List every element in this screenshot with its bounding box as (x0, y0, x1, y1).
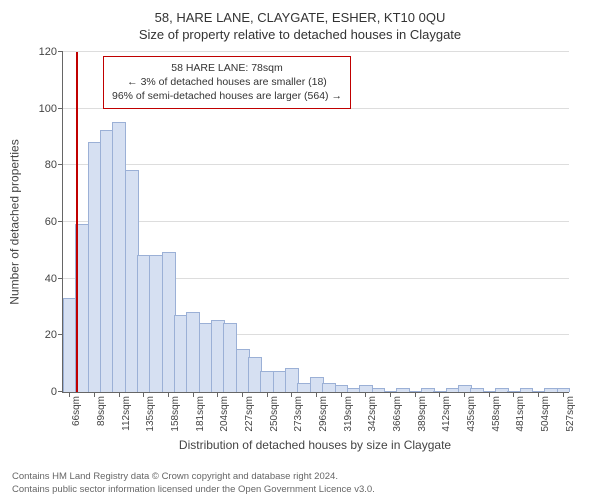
xtick-label: 412sqm (441, 396, 452, 432)
xtick-mark (119, 392, 120, 397)
info-box-line1: 58 HARE LANE: 78sqm (112, 61, 342, 75)
ytick-mark (58, 278, 63, 279)
xtick-label: 135sqm (145, 396, 156, 432)
xtick-label: 389sqm (417, 396, 428, 432)
xtick-mark (563, 392, 564, 397)
xtick-mark (193, 392, 194, 397)
xtick-label: 204sqm (219, 396, 230, 432)
ytick-label: 80 (45, 159, 57, 171)
reference-line (76, 52, 78, 392)
ytick-label: 60 (45, 216, 57, 228)
ytick-label: 40 (45, 273, 57, 285)
xtick-label: 181sqm (195, 396, 206, 432)
ytick-mark (58, 164, 63, 165)
ytick-mark (58, 108, 63, 109)
xtick-mark (242, 392, 243, 397)
xtick-mark (168, 392, 169, 397)
chart-title-line1: 58, HARE LANE, CLAYGATE, ESHER, KT10 0QU (12, 10, 588, 25)
grid-line (63, 164, 569, 165)
xtick-label: 366sqm (392, 396, 403, 432)
xtick-mark (267, 392, 268, 397)
ytick-label: 0 (51, 386, 57, 398)
attribution-line2: Contains public sector information licen… (12, 484, 375, 496)
xtick-mark (94, 392, 95, 397)
info-box-line2: ← 3% of detached houses are smaller (18) (112, 75, 342, 89)
attribution-line1: Contains HM Land Registry data © Crown c… (12, 471, 375, 483)
xtick-label: 504sqm (540, 396, 551, 432)
xtick-mark (341, 392, 342, 397)
xtick-label: 227sqm (244, 396, 255, 432)
xtick-label: 158sqm (170, 396, 181, 432)
xtick-mark (69, 392, 70, 397)
xtick-label: 89sqm (96, 396, 107, 426)
xtick-mark (464, 392, 465, 397)
grid-line (63, 221, 569, 222)
ytick-label: 120 (39, 46, 57, 58)
ytick-label: 100 (39, 103, 57, 115)
y-axis-label: Number of detached properties (6, 52, 24, 392)
xtick-label: 481sqm (515, 396, 526, 432)
xtick-label: 342sqm (367, 396, 378, 432)
xtick-label: 273sqm (293, 396, 304, 432)
plot-area: 02040608010012066sqm89sqm112sqm135sqm158… (62, 52, 568, 392)
info-box: 58 HARE LANE: 78sqm← 3% of detached hous… (103, 56, 351, 109)
xtick-label: 435sqm (466, 396, 477, 432)
xtick-label: 458sqm (491, 396, 502, 432)
chart-title-line2: Size of property relative to detached ho… (12, 27, 588, 42)
ytick-mark (58, 51, 63, 52)
xtick-label: 319sqm (343, 396, 354, 432)
xtick-mark (538, 392, 539, 397)
grid-line (63, 51, 569, 52)
x-axis-label: Distribution of detached houses by size … (62, 438, 568, 452)
xtick-label: 527sqm (565, 396, 576, 432)
xtick-label: 250sqm (269, 396, 280, 432)
xtick-label: 112sqm (121, 396, 132, 431)
xtick-mark (316, 392, 317, 397)
xtick-mark (415, 392, 416, 397)
xtick-label: 66sqm (71, 396, 82, 426)
ytick-mark (58, 221, 63, 222)
xtick-label: 296sqm (318, 396, 329, 432)
xtick-mark (489, 392, 490, 397)
attribution-text: Contains HM Land Registry data © Crown c… (12, 471, 375, 496)
chart-container: 58, HARE LANE, CLAYGATE, ESHER, KT10 0QU… (0, 0, 600, 500)
info-box-line3: 96% of semi-detached houses are larger (… (112, 89, 342, 103)
xtick-mark (390, 392, 391, 397)
ytick-label: 20 (45, 329, 57, 341)
